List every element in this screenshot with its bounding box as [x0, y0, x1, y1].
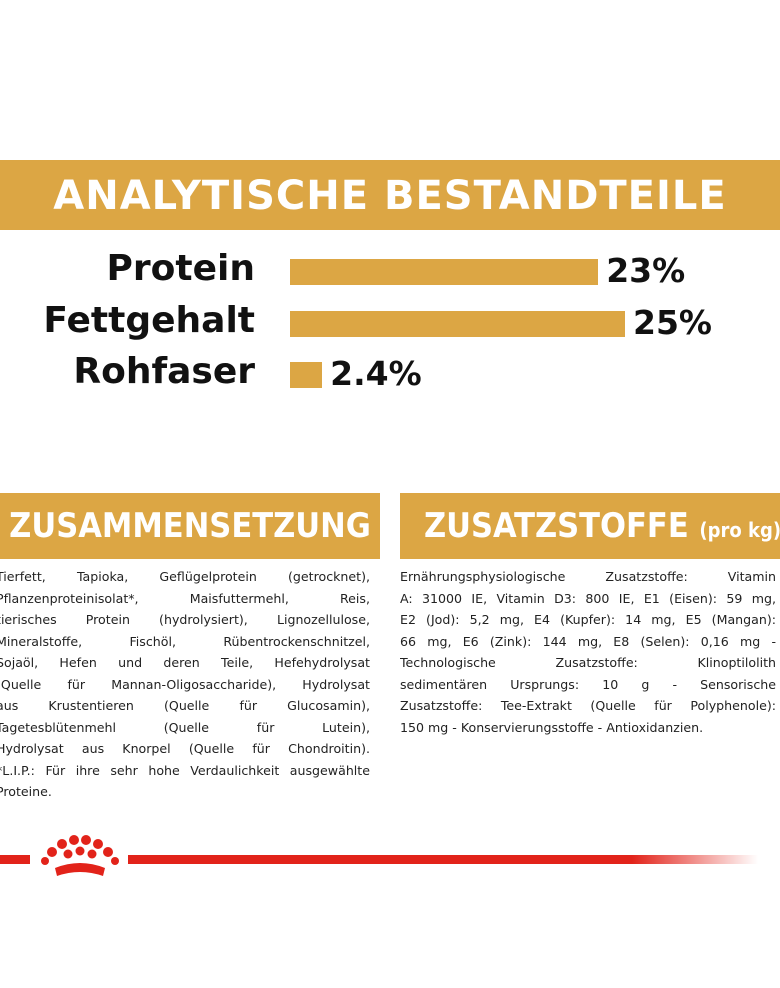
value-label: 23% [606, 251, 686, 290]
value-label: 2.4% [330, 354, 422, 393]
analysis-title: ANALYTISCHE BESTANDTEILE [0, 160, 780, 230]
text-line: Hydrolysat aus Knorpel (Quelle für Chond… [0, 741, 370, 756]
additives-title: ZUSATZSTOFFE [424, 506, 689, 546]
text-line: (Quelle für Mannan-Oligosaccharide), Hyd… [0, 676, 370, 692]
text-line: Tierfett, Tapioka, Geflügelprotein (getr… [0, 569, 370, 584]
bar [290, 310, 625, 337]
text-line: Mineralstoffe, Fischöl, Rübentrockenschn… [0, 633, 370, 649]
text-line: Sojaöl, Hefen und deren Teile, Hefehydro… [0, 655, 370, 670]
composition-title: ZUSAMMENSETZUNG [0, 493, 380, 559]
text-line: tierisches Protein (hydrolysiert), Ligno… [0, 612, 370, 627]
additives-text: Ernährungsphysiologische Zusatzstoffe: V… [400, 566, 776, 738]
composition-text: Tierfett, Tapioka, Geflügelprotein (getr… [0, 566, 370, 803]
text-line: *L.I.P.: Für ihre sehr hohe Verdaulichke… [0, 762, 370, 778]
text-line: Pflanzenproteinisolat*, Maisfuttermehl, … [0, 590, 370, 606]
text-line: 150 mg - Konservierungsstoffe - Antioxid… [400, 719, 704, 735]
bar [290, 362, 323, 388]
text-line: A: 31000 IE, Vitamin D3: 800 IE, E1 (Eis… [400, 590, 776, 606]
text-line: E2 (Jod): 5,2 mg, E4 (Kupfer): 14 mg, E5… [400, 612, 776, 627]
text-line: Tagetesblütenmehl (Quelle für Lutein), [0, 719, 370, 735]
text-line: Zusatzstoffe: Tee-Extrakt (Quelle für Po… [400, 698, 776, 713]
text-line: 66 mg, E6 (Zink): 144 mg, E8 (Selen): 0,… [400, 633, 776, 649]
item-label: Rohfaser [73, 351, 255, 392]
bar [290, 259, 599, 285]
text-line: Proteine. [0, 784, 52, 799]
text-line: Ernährungsphysiologische Zusatzstoffe: V… [400, 569, 776, 584]
text-line: Technologische Zusatzstoffe: Klinoptilol… [400, 655, 776, 670]
text-line: aus Krustentieren (Quelle für Glucosamin… [0, 698, 370, 713]
additives-header: ZUSATZSTOFFE (pro kg) [400, 493, 780, 559]
text-line: sedimentären Ursprungs: 10 g - Sensorisc… [400, 676, 776, 692]
item-label: Protein [106, 248, 255, 289]
value-label: 25% [633, 302, 712, 342]
item-label: Fettgehalt [43, 299, 255, 341]
additives-unit: (pro kg) [699, 518, 780, 542]
footer-logo [0, 835, 758, 876]
